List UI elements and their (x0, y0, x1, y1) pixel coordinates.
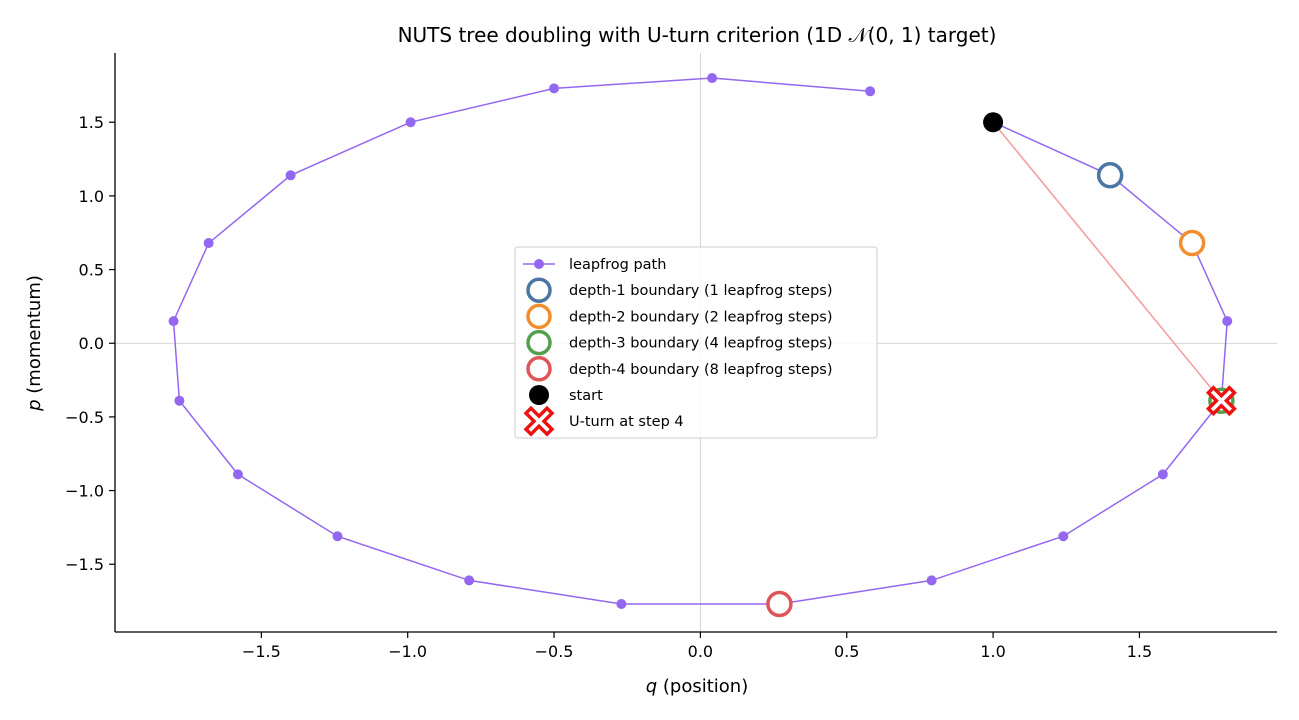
depth-2-boundary-marker (1178, 229, 1206, 257)
leapfrog-point (285, 170, 296, 181)
legend-entry: depth-1 boundary (1 leapfrog steps) (526, 277, 833, 303)
leapfrog-point (405, 117, 416, 128)
uturn-marker-group (1205, 385, 1237, 417)
leapfrog-point (616, 599, 627, 610)
legend-entry: U-turn at step 4 (523, 405, 684, 437)
leapfrog-point (1222, 316, 1233, 327)
leapfrog-point (865, 86, 876, 97)
leapfrog-point (1058, 531, 1069, 542)
uturn-connector-line (992, 121, 1223, 402)
uturn-connector (992, 121, 1223, 402)
y-tick-label: −1.5 (65, 555, 104, 574)
depth-1-boundary-marker (1096, 162, 1124, 189)
legend-ring-swatch (526, 356, 552, 382)
x-tick-label: −1.5 (242, 642, 281, 661)
y-axis-label: p (momentum) (24, 275, 45, 412)
leapfrog-point (549, 83, 560, 94)
y-tick-label: 0.5 (79, 261, 104, 280)
legend-path-point (534, 259, 544, 269)
y-axis-ticks: −1.5 −1.0 −0.5 0.0 0.5 1.0 1.5 (65, 113, 115, 574)
legend-start-swatch (529, 385, 549, 405)
chart-title: NUTS tree doubling with U-turn criterion… (398, 23, 997, 47)
leapfrog-point (332, 531, 343, 542)
legend-label: U-turn at step 4 (569, 414, 684, 430)
legend-ring-swatch (526, 303, 552, 330)
leapfrog-point (232, 469, 243, 480)
legend-label: depth-3 boundary (4 leapfrog steps) (569, 336, 833, 352)
y-tick-label: −0.5 (65, 408, 104, 427)
y-tick-label: 1.5 (79, 113, 104, 132)
leapfrog-point (203, 238, 214, 249)
x-tick-label: 0.5 (834, 642, 859, 661)
legend-entry: depth-3 boundary (4 leapfrog steps) (526, 329, 833, 356)
legend-label: depth-2 boundary (2 leapfrog steps) (569, 309, 833, 325)
depth-4-boundary-marker (766, 590, 793, 618)
legend-label: start (569, 388, 603, 404)
uturn-marker (1205, 385, 1237, 417)
start-marker-group (983, 112, 1004, 133)
legend-entry: depth-2 boundary (2 leapfrog steps) (526, 303, 833, 330)
leapfrog-point (926, 575, 937, 586)
start-marker (983, 112, 1004, 133)
leapfrog-point (464, 575, 475, 586)
x-tick-label: 1.0 (980, 642, 1005, 661)
leapfrog-point (174, 395, 185, 406)
legend-label: leapfrog path (569, 257, 666, 273)
legend-box (514, 246, 878, 439)
legend-entry: leapfrog path (523, 257, 666, 273)
x-tick-label: 0.0 (688, 642, 713, 661)
legend-ring-swatch (526, 277, 552, 303)
legend-label: depth-4 boundary (8 leapfrog steps) (569, 362, 833, 378)
legend-entry: depth-4 boundary (8 leapfrog steps) (526, 356, 833, 382)
x-axis-ticks: −1.5 −1.0 −0.5 0.0 0.5 1.0 1.5 (242, 632, 1152, 661)
legend: leapfrog path depth-1 boundary (1 leapfro… (514, 246, 878, 439)
x-tick-label: −1.0 (388, 642, 427, 661)
leapfrog-point (707, 73, 718, 84)
x-axis-label: q (position) (646, 676, 749, 697)
y-tick-label: 0.0 (79, 334, 104, 353)
y-tick-label: 1.0 (79, 187, 104, 206)
legend-ring-swatch (526, 329, 552, 356)
axes (114, 53, 1277, 633)
leapfrog-point (168, 316, 179, 327)
legend-uturn-swatch (523, 405, 555, 437)
legend-entry: start (529, 385, 603, 405)
x-tick-label: 1.5 (1127, 642, 1152, 661)
legend-label: depth-1 boundary (1 leapfrog steps) (569, 283, 833, 299)
x-tick-label: −0.5 (535, 642, 574, 661)
y-tick-label: −1.0 (65, 482, 104, 501)
leapfrog-point (1157, 469, 1168, 480)
